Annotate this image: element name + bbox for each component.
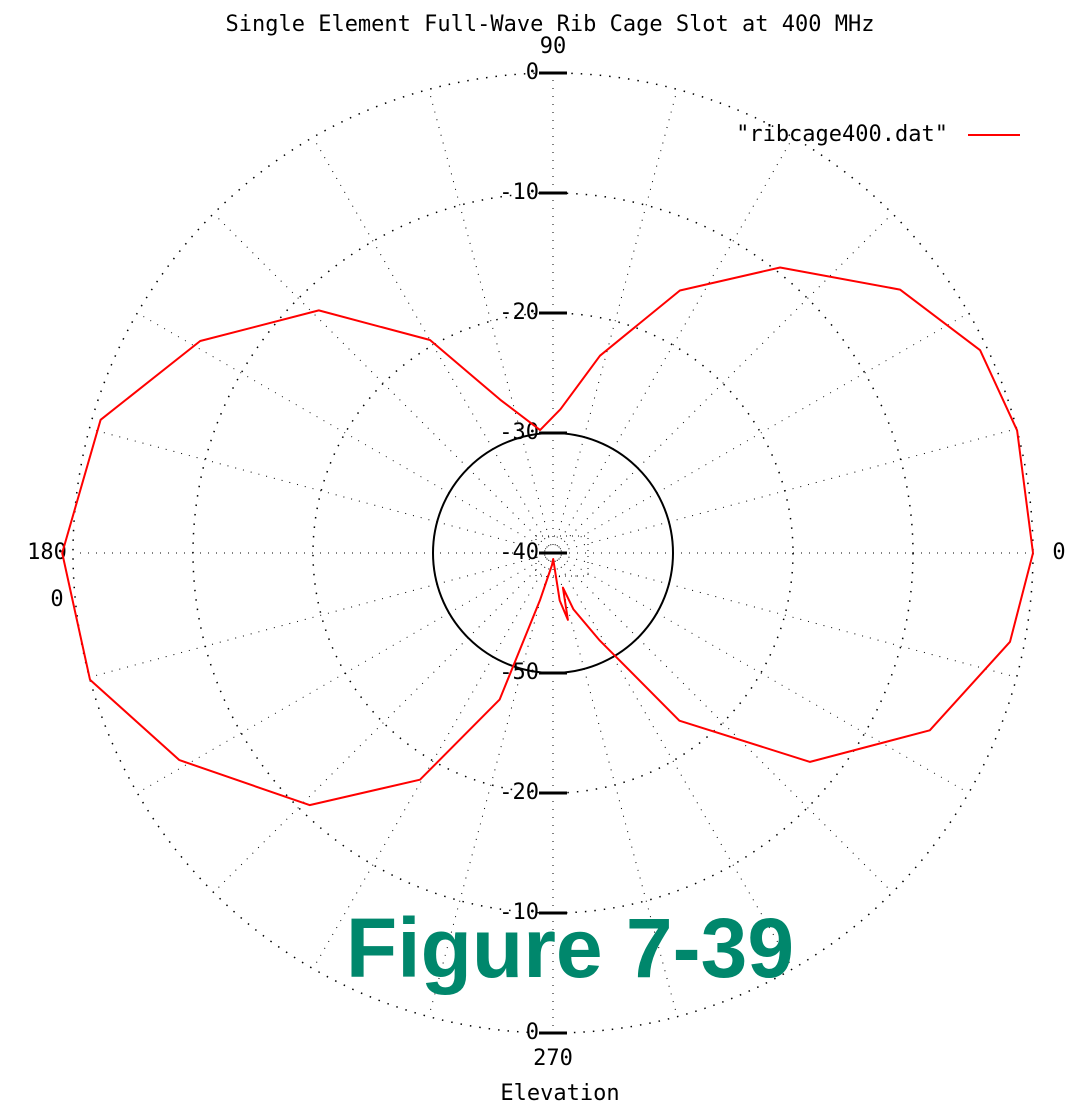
angle-label: 270	[533, 1046, 573, 1071]
spoke	[213, 213, 554, 554]
spoke	[552, 89, 678, 554]
angle-label: 90	[540, 34, 567, 59]
center-box	[535, 535, 589, 577]
r-tick-label: -40	[499, 540, 539, 565]
r-tick-label: -10	[499, 900, 539, 925]
r-tick-label: 0	[526, 60, 539, 85]
grid-ring	[192, 192, 914, 914]
angle-label: 0	[1052, 540, 1065, 565]
series-line	[61, 266, 1034, 807]
legend-label: "ribcage400.dat"	[736, 122, 948, 147]
spoke	[89, 552, 554, 678]
spoke	[213, 552, 554, 893]
spoke	[552, 213, 893, 554]
spoke	[552, 552, 969, 794]
annotation: Figure 7-39	[346, 901, 794, 995]
spoke	[428, 552, 554, 1017]
spoke	[552, 137, 794, 554]
r-tick-label: 0	[526, 1020, 539, 1045]
spoke	[428, 89, 554, 554]
spoke	[552, 552, 893, 893]
spoke	[312, 552, 554, 969]
angle-label: 180	[27, 540, 67, 565]
spoke	[89, 428, 554, 554]
chart-title: Single Element Full-Wave Rib Cage Slot a…	[225, 12, 874, 37]
r-tick-label: -10	[499, 180, 539, 205]
spoke	[552, 552, 1017, 678]
angle-sublabel: 0	[50, 587, 63, 612]
spoke	[137, 312, 554, 554]
x-axis-label: Elevation	[500, 1081, 619, 1106]
r-tick-label: -50	[499, 660, 539, 685]
spoke	[552, 312, 969, 554]
spoke	[552, 552, 794, 969]
spoke	[312, 137, 554, 554]
r-tick-label: -20	[499, 780, 539, 805]
r-tick-label: -20	[499, 300, 539, 325]
